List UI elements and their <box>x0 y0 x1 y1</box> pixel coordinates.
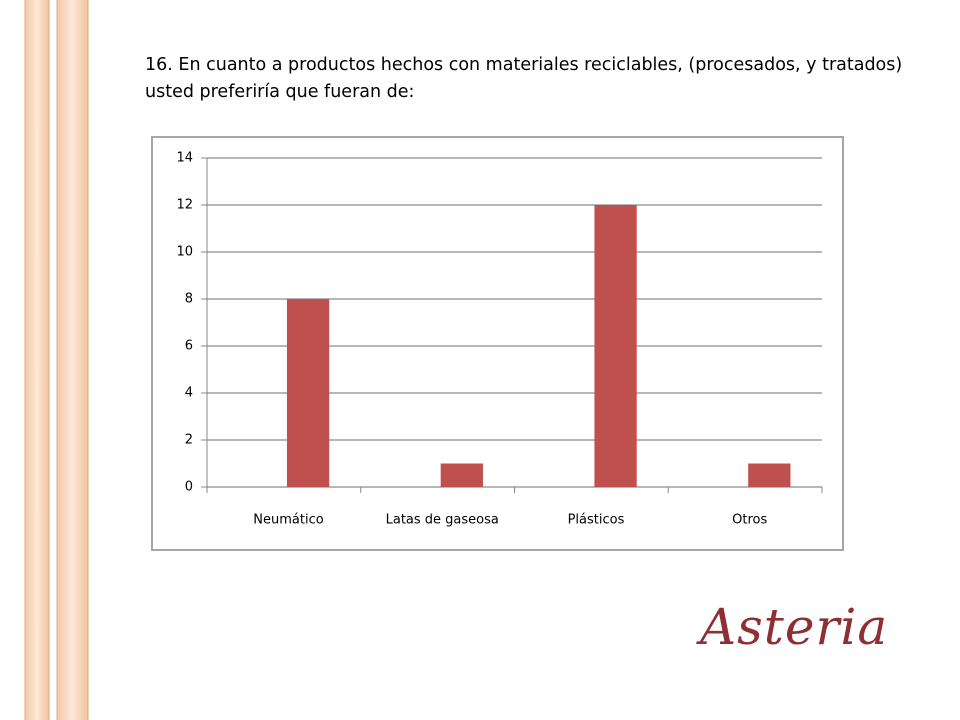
x-tick-label: Latas de gaseosa <box>386 513 499 528</box>
y-tick-label: 4 <box>185 386 193 401</box>
y-tick-label: 6 <box>185 339 193 354</box>
bar <box>748 463 791 487</box>
bar <box>594 205 637 487</box>
bar <box>440 463 483 487</box>
y-tick-label: 2 <box>185 433 193 448</box>
y-tick-label: 14 <box>176 151 193 166</box>
x-tick-label: Otros <box>732 513 767 528</box>
y-tick-label: 0 <box>185 480 193 495</box>
slide-title: 16. En cuanto a productos hechos con mat… <box>145 55 903 102</box>
y-tick-label: 10 <box>176 245 193 260</box>
decor-column <box>24 0 50 720</box>
logo: Asteria <box>700 598 889 656</box>
x-tick-label: Plásticos <box>568 513 625 528</box>
bar <box>286 299 330 487</box>
decor-column <box>56 0 89 720</box>
y-tick-label: 12 <box>176 198 193 213</box>
y-tick-label: 8 <box>185 292 193 307</box>
chart-frame <box>151 136 844 551</box>
x-tick-label: Neumático <box>253 513 323 528</box>
